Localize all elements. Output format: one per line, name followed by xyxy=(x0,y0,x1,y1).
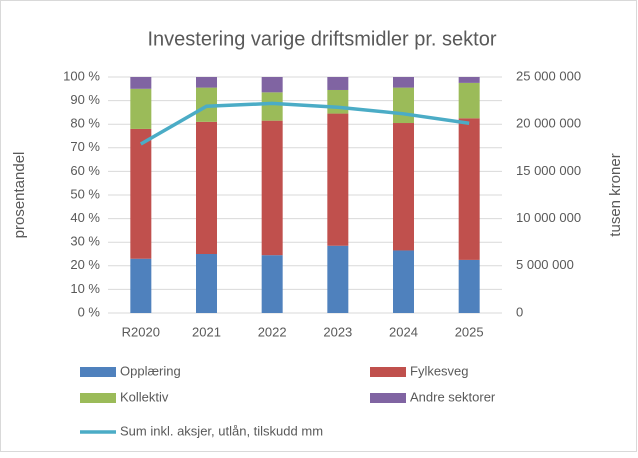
bar-segment xyxy=(196,254,217,313)
legend-marker xyxy=(80,393,116,403)
y-tick-label: 30 % xyxy=(70,234,100,249)
bar-segment xyxy=(327,89,349,114)
y-tick-label: 100 % xyxy=(63,68,100,83)
bar-segment xyxy=(130,128,152,259)
bar-segment xyxy=(327,113,349,246)
bar-segment xyxy=(393,250,414,313)
legend-label: Sum inkl. aksjer, utlån, tilskudd mm xyxy=(120,423,323,438)
legend-label: Andre sektorer xyxy=(410,389,496,404)
legend-label: Kollektiv xyxy=(120,389,169,404)
bar-segment xyxy=(458,259,480,313)
y2-tick-label: 20 000 000 xyxy=(516,116,581,131)
x-tick-label: 2024 xyxy=(389,324,418,339)
y2-tick-label: 15 000 000 xyxy=(516,163,581,178)
bar-segment xyxy=(458,118,480,260)
bar-segment xyxy=(196,77,217,88)
y-tick-label: 90 % xyxy=(70,92,100,107)
bar-segment xyxy=(261,77,283,93)
y-tick-label: 10 % xyxy=(70,281,100,296)
y-axis-label: prosentandel xyxy=(11,152,28,239)
y2-tick-label: 0 xyxy=(516,304,523,319)
bar-segment xyxy=(393,87,414,124)
chart-title: Investering varige driftsmidler pr. sekt… xyxy=(147,28,496,50)
bar-segment xyxy=(327,245,349,313)
bar-segment xyxy=(130,88,152,129)
bar-segment xyxy=(393,123,414,251)
line-series xyxy=(139,101,470,146)
legend-marker xyxy=(370,367,406,377)
legend-marker xyxy=(370,393,406,403)
bar-segment xyxy=(196,121,217,254)
y-tick-label: 20 % xyxy=(70,257,100,272)
y-tick-label: 60 % xyxy=(70,163,100,178)
y-tick-label: 70 % xyxy=(70,139,100,154)
y-tick-label: 0 % xyxy=(78,304,101,319)
bar-segment xyxy=(130,77,152,89)
bar-segment xyxy=(458,77,480,83)
y-tick-label: 40 % xyxy=(70,210,100,225)
legend-label: Opplæring xyxy=(120,363,181,378)
bar-segment xyxy=(458,82,480,119)
y2-tick-label: 25 000 000 xyxy=(516,68,581,83)
y2-axis-label: tusen kroner xyxy=(607,153,624,236)
x-tick-label: 2025 xyxy=(455,324,484,339)
y2-tick-label: 5 000 000 xyxy=(516,257,574,272)
bar-segment xyxy=(327,77,349,90)
legend-label: Fylkesveg xyxy=(410,363,469,378)
bar-segment xyxy=(261,255,283,313)
y-tick-label: 50 % xyxy=(70,186,100,201)
x-tick-label: 2023 xyxy=(323,324,352,339)
y-tick-label: 80 % xyxy=(70,116,100,131)
bar-segment xyxy=(261,92,283,121)
legend-marker xyxy=(80,367,116,377)
x-tick-label: 2022 xyxy=(258,324,287,339)
bar-segment xyxy=(130,258,152,313)
y2-tick-label: 10 000 000 xyxy=(516,210,581,225)
x-tick-label: 2021 xyxy=(192,324,221,339)
x-tick-label: R2020 xyxy=(122,324,160,339)
bar-segment xyxy=(393,77,414,88)
bar-segment xyxy=(261,120,283,256)
